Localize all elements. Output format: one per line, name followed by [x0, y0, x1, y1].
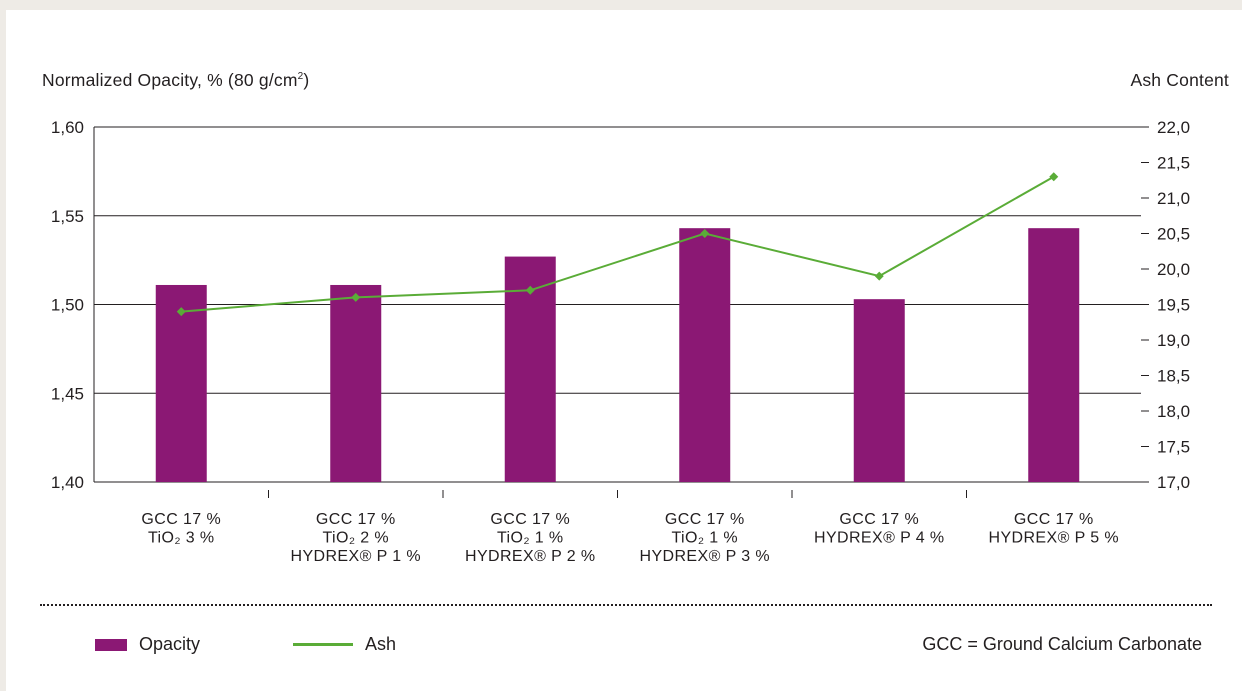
category-label: GCC 17 % [316, 511, 396, 528]
legend-opacity: Opacity [95, 634, 200, 655]
opacity-bar [155, 284, 207, 482]
category-label: GCC 17 % [490, 511, 570, 528]
right-tick-label: 18,5 [1157, 367, 1190, 386]
opacity-swatch [95, 638, 127, 651]
left-tick-label: 1,55 [51, 207, 84, 226]
opacity-bar [679, 228, 731, 482]
dotted-separator [40, 604, 1212, 606]
combo-chart: 1,40 1,45 1,50 1,55 1,60 17,0 17,5 18,0 18,5 19,0… [51, 118, 1190, 565]
left-tick-label: 1,40 [51, 473, 84, 492]
left-tick-label: 1,45 [51, 384, 84, 403]
opacity-bar [853, 299, 905, 482]
right-tick-label: 21,5 [1157, 154, 1190, 173]
right-tick-label: 21,0 [1157, 189, 1190, 208]
category-label: TiO₂ 1 % [497, 530, 564, 547]
legend-ash: Ash [293, 634, 396, 655]
right-tick-label: 20,5 [1157, 225, 1190, 244]
ash-point [700, 229, 710, 238]
right-tick-label: 19,5 [1157, 296, 1190, 315]
right-tick-label: 19,0 [1157, 331, 1190, 350]
category-label: TiO₂ 3 % [148, 530, 215, 547]
left-tick-label: 1,50 [51, 296, 84, 315]
category-label: TiO₂ 2 % [322, 530, 389, 547]
category-label: GCC 17 % [665, 511, 745, 528]
legend-opacity-label: Opacity [139, 634, 201, 654]
category-label: TiO₂ 1 % [671, 530, 738, 547]
legend-ash-label: Ash [365, 634, 397, 654]
ash-point [351, 292, 361, 302]
ash-point [874, 271, 884, 281]
category-label: HYDREX® P 3 % [639, 548, 770, 565]
footnote: GCC = Ground Calcium Carbonate [922, 634, 1202, 654]
right-tick-label: 20,0 [1157, 260, 1190, 279]
category-label: HYDREX® P 5 % [988, 530, 1119, 547]
category-label: HYDREX® P 4 % [814, 530, 945, 547]
left-axis-title: Normalized Opacity, % (80 g/cm2) [42, 70, 310, 90]
ash-swatch [293, 643, 353, 646]
ash-point [176, 307, 186, 317]
right-tick-label: 22,0 [1157, 118, 1190, 137]
category-label: HYDREX® P 1 % [290, 548, 421, 565]
category-label: GCC 17 % [141, 511, 221, 528]
ash-point [525, 285, 535, 295]
opacity-bar [330, 284, 382, 482]
left-tick-label: 1,60 [51, 118, 84, 137]
category-label: HYDREX® P 2 % [465, 548, 596, 565]
category-label: GCC 17 % [1014, 511, 1094, 528]
category-label: GCC 17 % [839, 511, 919, 528]
right-tick-label: 18,0 [1157, 402, 1190, 421]
ash-point [1049, 172, 1059, 182]
opacity-bar [1028, 228, 1080, 482]
right-tick-label: 17,5 [1157, 438, 1190, 457]
right-tick-label: 17,0 [1157, 473, 1190, 492]
right-axis-title: Ash Content [1130, 70, 1229, 90]
ash-line [181, 175, 1055, 313]
